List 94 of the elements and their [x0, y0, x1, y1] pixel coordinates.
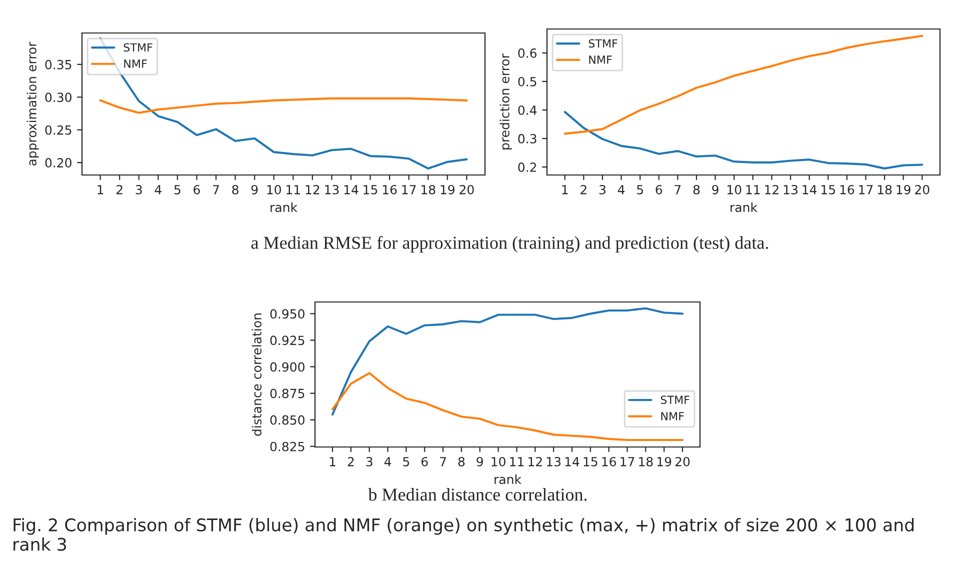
x-tick-label: 14 [802, 185, 817, 194]
x-tick-label: 15 [822, 185, 835, 194]
x-tick-label: 19 [896, 184, 910, 194]
x-tick-label: 15 [364, 185, 378, 194]
x-tick-label: 5 [174, 185, 180, 194]
y-tick-label: 0.5 [518, 76, 536, 86]
legend-label: STMF [124, 43, 152, 52]
x-tick-label: 4 [384, 457, 392, 466]
x-tick-label: 7 [213, 185, 219, 194]
x-tick-label: 16 [382, 184, 397, 194]
x-tick-label: 12 [765, 184, 778, 194]
x-tick-label: 3 [136, 184, 142, 194]
y-tick-label: 0.850 [270, 415, 304, 425]
x-tick-label: 2 [116, 184, 122, 194]
x-axis-title: rank [730, 202, 758, 212]
x-tick-label: 3 [599, 184, 606, 194]
x-tick-label: 17 [620, 457, 634, 466]
x-tick-label: 11 [286, 185, 300, 194]
x-tick-label: 13 [325, 184, 339, 194]
x-tick-label: 17 [859, 185, 873, 194]
x-tick-label: 7 [440, 457, 446, 466]
x-tick-label: 12 [306, 184, 320, 194]
x-tick-label: 14 [565, 457, 580, 466]
y-tick-label: 0.35 [45, 60, 72, 70]
legend-label: STMF [588, 39, 618, 48]
y-tick-label: 0.2 [518, 162, 536, 172]
x-tick-label: 2 [580, 184, 586, 194]
x-tick-label: 7 [674, 185, 681, 194]
line-series [99, 37, 468, 170]
text: a Median RMSE for approximation (training) and prediction (test) data. [251, 236, 768, 253]
legend-label: NMF [661, 412, 684, 420]
x-tick-label: 2 [348, 456, 354, 466]
legend-label: NMF [589, 56, 612, 64]
caption: Fig. 2 Comparison of STMF (blue) and NMF (orange) on synthetic (max, +) matrix of size 200 × 100 and rank 3 [14, 518, 914, 551]
x-tick-label: 11 [746, 185, 760, 194]
x-tick-label: 13 [784, 184, 798, 194]
x-axis-title: rank [494, 474, 522, 484]
y-tick-label: 0.875 [270, 388, 304, 398]
x-tick-label: 10 [492, 456, 506, 466]
x-tick-label: 1 [330, 457, 336, 466]
y-tick-label: 0.30 [45, 92, 72, 102]
x-tick-label: 19 [658, 456, 672, 466]
x-tick-label: 5 [637, 185, 643, 194]
text: b Median distance correlation. [368, 488, 587, 501]
x-tick-label: 16 [840, 184, 854, 194]
y-tick-label: 0.900 [270, 362, 304, 372]
x-tick-label: 3 [366, 456, 372, 466]
y-axis-title: prediction error [500, 54, 512, 150]
legend-label: STMF [660, 396, 690, 404]
x-tick-label: 9 [712, 184, 718, 194]
x-tick-label: 19 [440, 184, 454, 194]
x-tick-label: 17 [402, 185, 416, 194]
x-tick-label: 4 [618, 185, 625, 194]
x-tick-label: 18 [878, 184, 892, 194]
x-tick-label: 20 [915, 184, 930, 194]
x-tick-label: 16 [602, 456, 616, 466]
y-axis-title: approximation error [26, 42, 39, 166]
x-tick-label: 10 [728, 184, 742, 194]
y-tick-label: 0.925 [270, 336, 304, 346]
x-axis-title: rank [270, 202, 298, 212]
y-tick-label: 0.25 [45, 125, 72, 135]
x-tick-label: 6 [194, 184, 200, 194]
y-tick-label: 0.825 [270, 442, 304, 452]
y-tick-label: 0.4 [518, 105, 537, 115]
line-series [564, 34, 924, 135]
x-tick-label: 9 [251, 184, 258, 194]
y-axis-title: distance correlation [252, 314, 262, 436]
x-tick-label: 14 [344, 185, 358, 194]
x-tick-label: 5 [403, 457, 410, 466]
x-tick-label: 8 [232, 184, 238, 194]
x-tick-label: 8 [693, 184, 700, 194]
x-tick-label: 18 [422, 184, 436, 194]
y-tick-label: 0.950 [270, 309, 304, 319]
legend-label: NMF [124, 60, 147, 68]
x-tick-label: 8 [458, 456, 465, 466]
x-tick-label: 20 [460, 184, 474, 194]
x-tick-label: 6 [656, 184, 662, 194]
x-tick-label: 15 [584, 457, 598, 466]
x-tick-label: 20 [675, 456, 690, 466]
x-tick-label: 18 [639, 456, 653, 466]
y-tick-label: 0.20 [45, 158, 72, 168]
x-tick-label: 9 [476, 456, 483, 466]
line-series [564, 110, 924, 170]
x-tick-label: 11 [510, 457, 524, 466]
x-tick-label: 10 [267, 184, 281, 194]
line-series [99, 97, 468, 114]
y-tick-label: 0.3 [518, 134, 536, 144]
x-tick-label: 1 [562, 185, 568, 194]
x-tick-label: 6 [422, 456, 428, 466]
x-tick-label: 13 [546, 456, 561, 466]
y-tick-label: 0.6 [518, 48, 536, 58]
x-tick-label: 4 [154, 185, 162, 194]
x-tick-label: 1 [98, 185, 104, 194]
x-tick-label: 12 [528, 456, 542, 466]
